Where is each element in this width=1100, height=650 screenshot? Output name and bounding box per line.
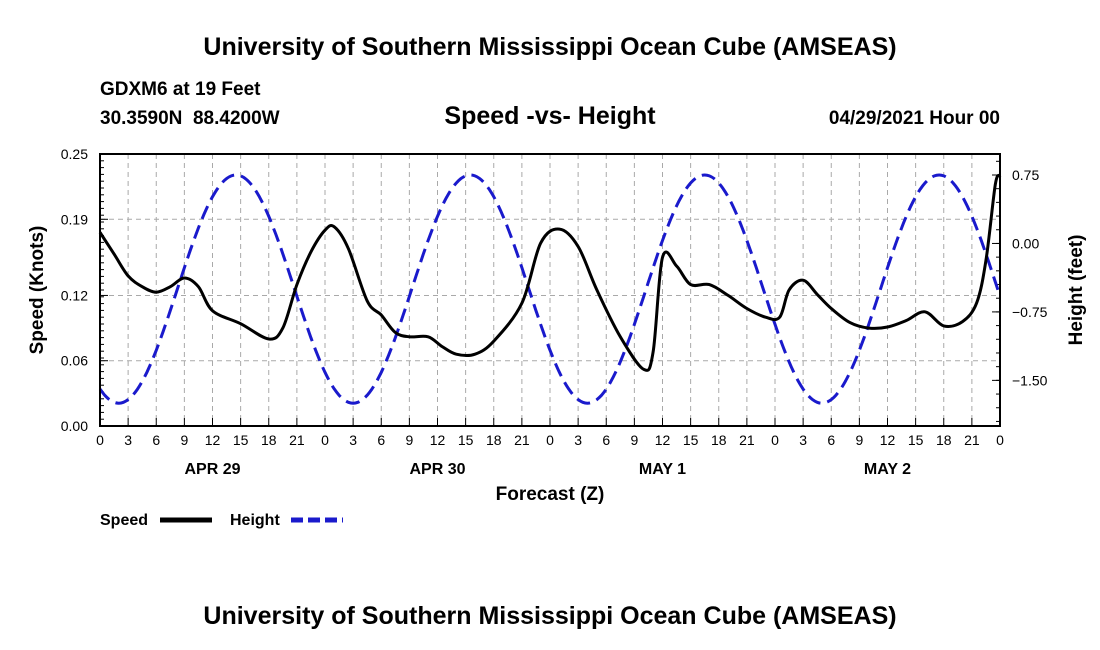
- x-tick-label: 15: [458, 432, 474, 448]
- axis-ticks: 0 3 6 9 12 15 18 21 0 3 6 9 12 15 18 21 0 3 6 9 12 15 18 21 0 3 6 9…: [61, 146, 1048, 478]
- left-tick-label: 0.19: [61, 211, 88, 227]
- x-tick-label: 3: [349, 432, 357, 448]
- x-tick-label: 9: [405, 432, 413, 448]
- x-tick-label: 3: [124, 432, 132, 448]
- x-tick-label: 15: [908, 432, 924, 448]
- left-tick-label: 0.25: [61, 146, 88, 162]
- run-time-label: 04/29/2021 Hour 00: [829, 108, 1000, 129]
- x-tick-label: 0: [546, 432, 554, 448]
- date-label: MAY 1: [639, 461, 686, 478]
- left-tick-label: 0.06: [61, 353, 88, 369]
- x-tick-label: 21: [514, 432, 530, 448]
- data-series: [98, 173, 1002, 405]
- x-tick-label: 18: [486, 432, 502, 448]
- right-tick-label: −1.50: [1012, 372, 1048, 388]
- station-label: GDXM6 at 19 Feet: [100, 79, 261, 100]
- plot-frame: [99, 153, 1001, 427]
- left-tick-label: 0.00: [61, 418, 88, 434]
- x-tick-label: 15: [233, 432, 249, 448]
- x-tick-label: 18: [711, 432, 727, 448]
- x-tick-label: 12: [880, 432, 896, 448]
- x-tick-label: 12: [205, 432, 221, 448]
- right-tick-label: 0.75: [1012, 167, 1039, 183]
- y-axis-left-label: Speed (Knots): [27, 226, 48, 355]
- x-tick-label: 6: [827, 432, 835, 448]
- x-tick-label: 21: [964, 432, 980, 448]
- x-tick-label: 9: [630, 432, 638, 448]
- x-tick-label: 21: [739, 432, 755, 448]
- x-tick-label: 0: [771, 432, 779, 448]
- legend-label-height: Height: [230, 512, 280, 529]
- x-tick-label: 6: [152, 432, 160, 448]
- x-tick-label: 6: [377, 432, 385, 448]
- x-tick-label: 9: [180, 432, 188, 448]
- x-tick-label: 12: [655, 432, 671, 448]
- y-axis-right-label: Height (feet): [1066, 235, 1087, 346]
- x-tick-label: 6: [602, 432, 610, 448]
- x-tick-label: 0: [996, 432, 1004, 448]
- x-tick-label: 9: [855, 432, 863, 448]
- chart-title: University of Southern Mississippi Ocean…: [203, 33, 896, 61]
- right-tick-label: −0.75: [1012, 304, 1048, 320]
- location-label: 30.3590N 88.4200W: [100, 108, 280, 129]
- x-axis-label: Forecast (Z): [496, 484, 605, 505]
- x-tick-label: 0: [321, 432, 329, 448]
- left-tick-label: 0.12: [61, 287, 88, 303]
- x-tick-label: 3: [799, 432, 807, 448]
- chart-subtitle: Speed -vs- Height: [444, 102, 656, 130]
- height-series-line: [98, 173, 1002, 405]
- x-tick-label: 0: [96, 432, 104, 448]
- x-tick-label: 15: [683, 432, 699, 448]
- legend: Speed Height: [100, 512, 343, 529]
- footer-title: University of Southern Mississippi Ocean…: [203, 602, 896, 630]
- speed-series-line: [98, 173, 1002, 372]
- x-tick-label: 21: [289, 432, 305, 448]
- date-label: APR 29: [184, 461, 240, 478]
- x-tick-label: 18: [261, 432, 277, 448]
- x-tick-label: 3: [574, 432, 582, 448]
- right-tick-label: 0.00: [1012, 235, 1039, 251]
- x-tick-label: 12: [430, 432, 446, 448]
- date-label: APR 30: [409, 461, 465, 478]
- x-tick-label: 18: [936, 432, 952, 448]
- legend-label-speed: Speed: [100, 512, 148, 529]
- grid-lines: [100, 154, 1000, 426]
- date-label: MAY 2: [864, 461, 911, 478]
